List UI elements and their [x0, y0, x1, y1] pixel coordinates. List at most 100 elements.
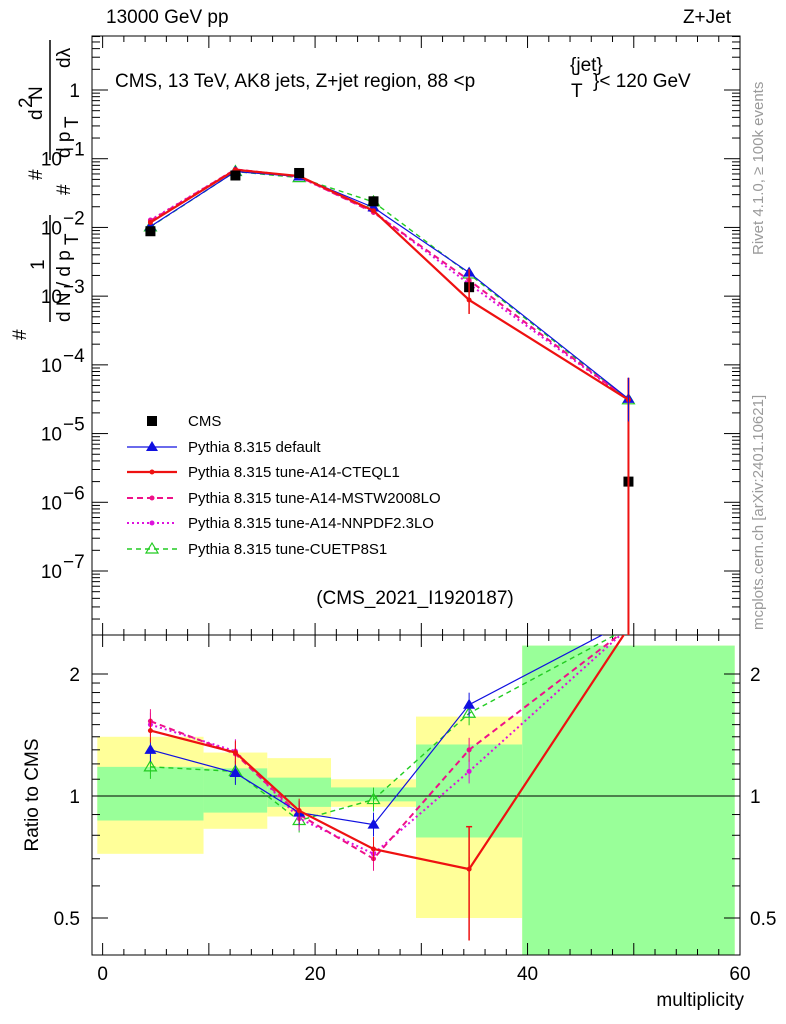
line-default [150, 170, 629, 400]
ratio-frame [91, 634, 741, 956]
legend-label-default: Pythia 8.315 default [188, 439, 321, 456]
legend-item-cuetp8s1: Pythia 8.315 tune-CUETP8S1 [127, 541, 387, 558]
ylabel-hash1: # [10, 329, 31, 340]
analysis-id: (CMS_2021_I1920187) [316, 588, 514, 609]
ratio-series [143, 635, 626, 941]
ratio-ytick-label-l-0.5: 0.5 [54, 909, 80, 930]
ylabel-num2-n: N [26, 86, 47, 100]
legend-item-data: CMS [147, 413, 221, 430]
legend-label-cteql1: Pythia 8.315 tune-A14-CTEQL1 [188, 464, 400, 481]
legend-item-default: Pythia 8.315 default [127, 439, 321, 456]
y-tick-exp: −1 [63, 140, 85, 161]
header-right: Z+Jet [682, 7, 731, 28]
y-tick-label-1e-3: 10 −3 [41, 277, 85, 308]
ylabel-hash2: # [54, 184, 75, 195]
header-left: 13000 GeV pp [106, 7, 229, 28]
line-cteql1 [149, 168, 630, 401]
ylabel-den1: d N / d p [54, 250, 75, 322]
legend-label-nnpdf: Pythia 8.315 tune-A14-NNPDF2.3LO [188, 515, 434, 532]
ratio-ytick-label-r-0.5: 0.5 [750, 909, 776, 930]
marker-cteql1 [149, 469, 155, 475]
ylabel-den2-sub: T [62, 116, 83, 128]
y-tick-base: 10 [41, 218, 62, 239]
y-tick-base: 10 [41, 356, 62, 377]
series-default [144, 165, 635, 403]
marker-data [368, 196, 379, 207]
ratio-line-cteql1 [150, 635, 626, 871]
marker-data [145, 226, 156, 237]
y-tick-exp: −5 [63, 415, 85, 436]
plot-title-tail: }< 120 GeV [593, 71, 691, 92]
ratio-line-nnpdf [150, 635, 622, 856]
plot-title-sub: T [571, 81, 583, 102]
ratio-series-default [144, 635, 604, 837]
x-tick-label-40: 40 [517, 964, 538, 985]
marker-nnpdf [149, 520, 155, 526]
y-tick-label-1e-4: 10 −4 [41, 346, 85, 377]
y-tick-base: 10 [41, 493, 62, 514]
main-series [143, 164, 636, 487]
legend-item-nnpdf: Pythia 8.315 tune-A14-NNPDF2.3LO [127, 515, 434, 532]
ratio-line-default [150, 635, 604, 826]
x-tick-label-20: 20 [305, 964, 326, 985]
y-tick-exp: −4 [63, 346, 85, 367]
x-axis-label: multiplicity [656, 990, 744, 1011]
plot-title: CMS, 13 TeV, AK8 jets, Z+jet region, 88 … [115, 55, 691, 102]
main-error-bars [468, 269, 630, 635]
marker-cteql1 [147, 219, 153, 225]
y-tick-base: 10 [41, 150, 62, 171]
y-tick-base: 10 [41, 287, 62, 308]
y-tick-label-1e-6: 10 −6 [41, 483, 85, 514]
series-cuetp8s1 [143, 164, 636, 405]
legend: CMS Pythia 8.315 default Pythia 8.315 tune… [127, 413, 441, 558]
legend-label-mstw: Pythia 8.315 tune-A14-MSTW2008LO [188, 490, 441, 507]
marker-default [146, 441, 158, 451]
marker-data [294, 167, 305, 178]
marker-cuetp8s1 [144, 541, 160, 554]
y-tick-label-1e-2: 10 −2 [41, 208, 85, 239]
marker-mstw [149, 495, 155, 501]
ylabel-num2: d [26, 109, 47, 120]
ylabel-den2: d p [54, 132, 75, 158]
y-tick-exp: −6 [63, 483, 85, 504]
line-nnpdf [149, 168, 630, 401]
y-tick-label-1e-1: 10 −1 [41, 140, 85, 171]
ylabel-num2-sup: 2 [16, 97, 37, 108]
line-cuetp8s1 [150, 170, 629, 401]
ratio-ytick-label-r-2: 2 [750, 665, 761, 686]
band-green-5 [522, 645, 735, 955]
y-tick-label-1e-5: 10 −5 [41, 415, 85, 446]
ratio-ytick-label-l-1: 1 [69, 787, 80, 808]
series-mstw [147, 166, 631, 403]
marker-cteql1 [371, 208, 377, 214]
ratio-bands [97, 645, 735, 955]
ratio-y-axis-label: Ratio to CMS [22, 739, 43, 852]
ratio-ytick-label-r-1: 1 [750, 787, 761, 808]
plot-title-sup: {jet} [570, 55, 603, 76]
marker-data [147, 416, 157, 426]
y-tick-base: 10 [41, 562, 62, 583]
ylabel-den2-lambda: dλ [54, 47, 75, 68]
y-tick-exp: −3 [63, 277, 85, 298]
series-nnpdf [147, 166, 631, 403]
y-tick-label-1: 1 [69, 81, 80, 102]
legend-label-cuetp8s1: Pythia 8.315 tune-CUETP8S1 [188, 541, 387, 558]
series-cteql1 [147, 167, 631, 403]
x-tick-label-60: 60 [729, 964, 750, 985]
ylabel-one: 1 [28, 259, 49, 270]
marker-data [230, 170, 241, 181]
y-tick-label-1e-7: 10 −7 [41, 552, 85, 583]
x-tick-label-0: 0 [97, 964, 108, 985]
plot-title-main: CMS, 13 TeV, AK8 jets, Z+jet region, 88 … [115, 71, 475, 92]
ratio-ytick-label-l-2: 2 [69, 665, 80, 686]
legend-label-data: CMS [188, 413, 221, 430]
line-mstw [149, 168, 630, 401]
y-tick-exp: −2 [63, 208, 85, 229]
ylabel-hash3: # [26, 169, 47, 180]
legend-item-cteql1: Pythia 8.315 tune-A14-CTEQL1 [127, 464, 400, 481]
y-tick-base: 10 [41, 425, 62, 446]
y-tick-exp: −7 [63, 552, 85, 573]
ylabel-den1-sub: T [62, 233, 83, 245]
